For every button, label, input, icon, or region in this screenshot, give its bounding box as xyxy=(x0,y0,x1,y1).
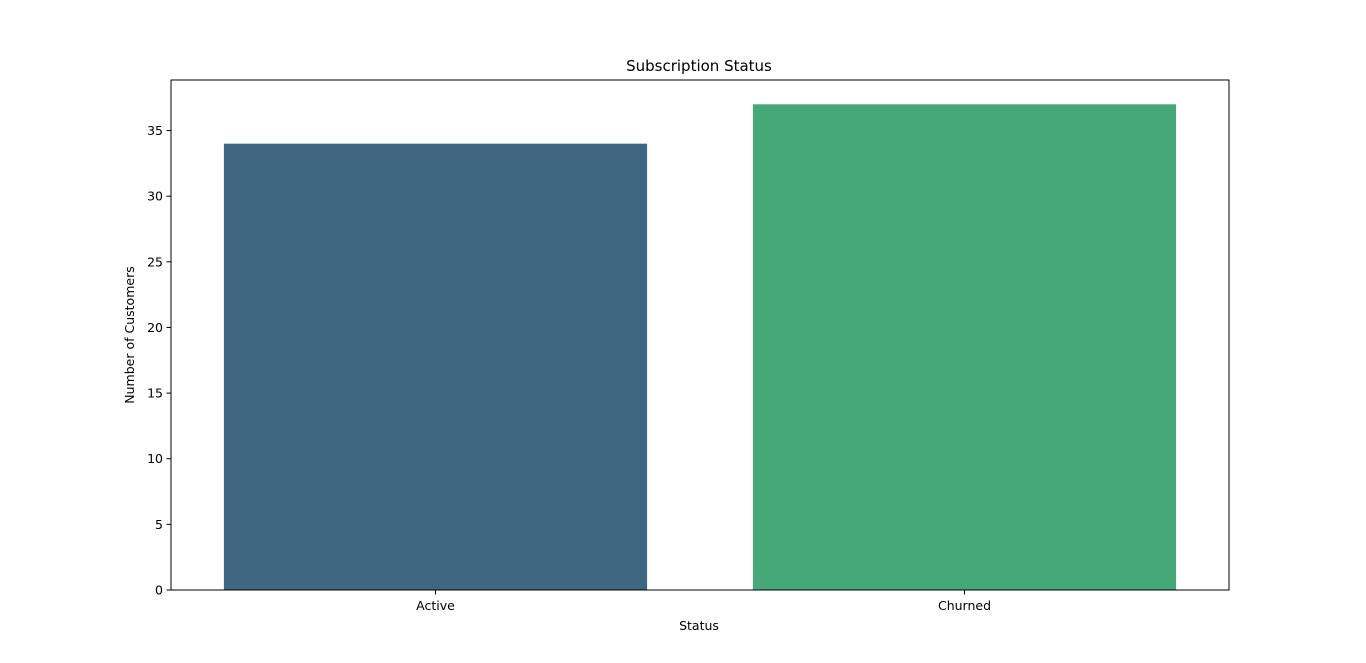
y-tick-label: 30 xyxy=(147,189,163,204)
y-tick-label: 10 xyxy=(147,451,163,466)
y-tick-label: 0 xyxy=(155,583,163,598)
plot-frame xyxy=(170,79,1230,591)
bar-active xyxy=(223,143,648,591)
bar-churned xyxy=(752,104,1177,590)
y-tick-label: 20 xyxy=(147,320,163,335)
y-tick-label: 25 xyxy=(147,254,163,269)
chart-title: Subscription Status xyxy=(626,57,772,75)
x-tick-label: Active xyxy=(416,598,455,613)
bars-layer xyxy=(223,104,1177,591)
x-tick-label: Churned xyxy=(938,598,991,613)
x-axis-ticks: Active Churned xyxy=(416,590,991,613)
y-tick-label: 35 xyxy=(147,123,163,138)
y-axis-ticks: 0 5 10 15 20 25 30 35 xyxy=(147,123,171,598)
y-axis-label: Number of Customers xyxy=(122,266,137,403)
x-axis-label: Status xyxy=(679,618,719,633)
y-tick-label: 5 xyxy=(155,517,163,532)
y-tick-label: 15 xyxy=(147,386,163,401)
